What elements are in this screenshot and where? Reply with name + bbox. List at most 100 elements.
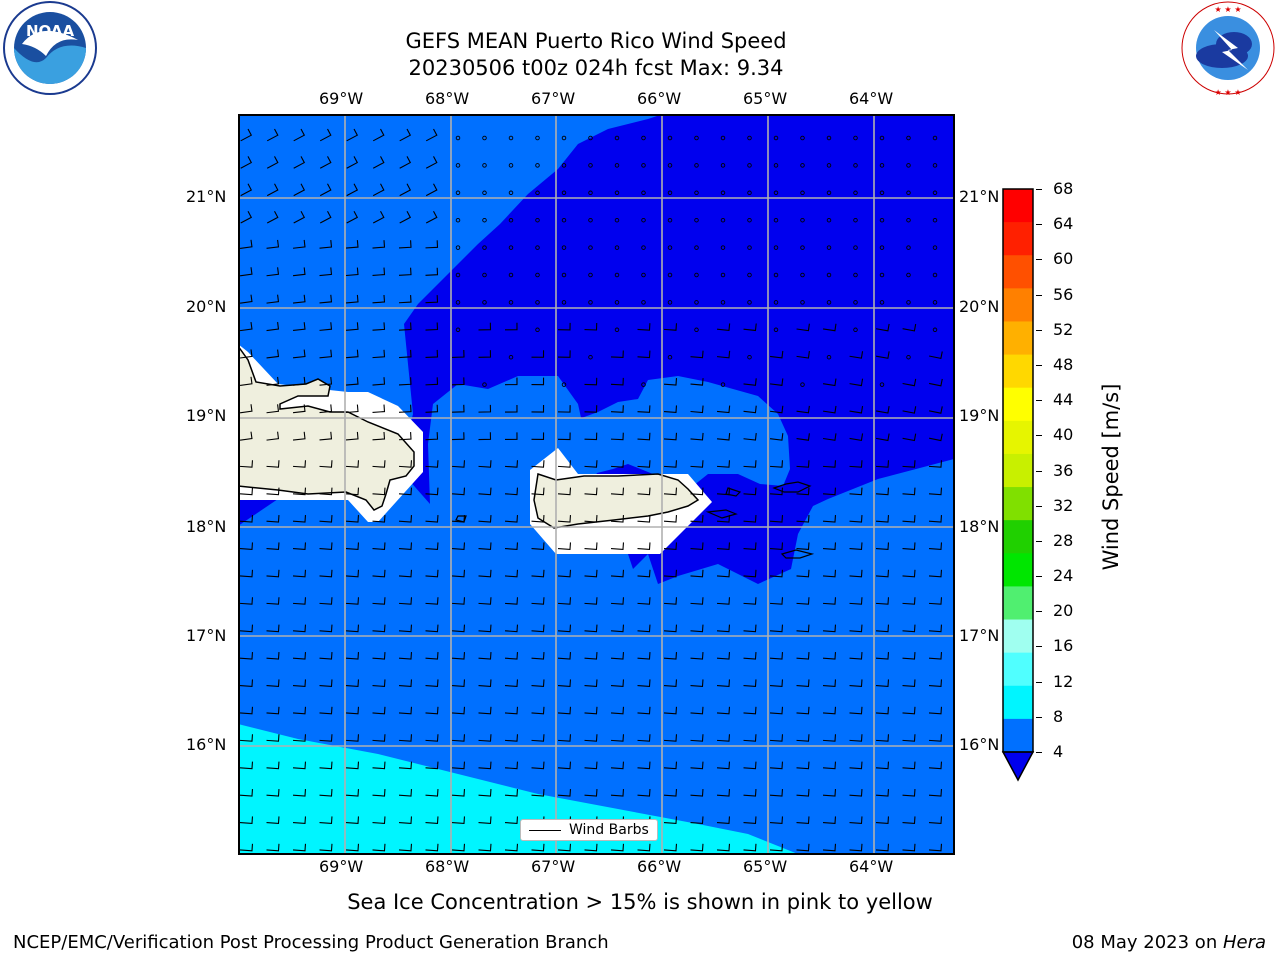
wind-barb	[743, 433, 757, 441]
wind-barb	[557, 597, 572, 605]
wind-barb	[372, 156, 385, 169]
wind-barb	[398, 679, 413, 688]
wind-barb	[557, 679, 572, 688]
calm-wind-marker	[641, 245, 646, 250]
colorbar-tick-label: 56	[1053, 284, 1074, 304]
calm-wind-marker	[535, 245, 540, 250]
calm-wind-marker	[535, 272, 540, 278]
calm-wind-marker	[720, 135, 726, 141]
calm-wind-marker	[588, 272, 593, 278]
wind-barb	[769, 378, 784, 386]
calm-wind-marker	[800, 163, 805, 168]
wind-barb	[849, 378, 864, 387]
wind-barb	[504, 706, 519, 715]
calm-wind-marker	[879, 135, 885, 141]
wind-barb	[239, 404, 253, 414]
wind-barb	[584, 788, 598, 797]
calm-wind-marker	[694, 245, 699, 250]
wind-barb	[928, 816, 943, 825]
wind-barb	[902, 679, 916, 688]
wind-barb	[478, 569, 492, 578]
calm-wind-marker	[906, 272, 911, 278]
wind-barb	[319, 322, 333, 331]
wind-barb	[849, 405, 864, 414]
wind-barb	[425, 597, 439, 605]
calm-wind-marker	[508, 135, 514, 141]
wind-barb	[292, 239, 306, 249]
wind-barb	[425, 210, 438, 224]
wind-barb	[875, 460, 890, 468]
wind-barb	[239, 679, 254, 688]
wind-barb	[902, 433, 917, 442]
wind-barb	[451, 542, 466, 551]
wind-barb	[849, 597, 863, 605]
calm-wind-marker	[906, 354, 911, 360]
wind-barb	[398, 404, 412, 413]
wind-barb	[531, 569, 545, 578]
calm-wind-marker	[879, 163, 885, 168]
wind-barb	[372, 597, 386, 605]
wind-barb	[637, 651, 651, 660]
calm-wind-marker	[482, 217, 487, 223]
wind-barb	[584, 569, 598, 578]
lat-label-left-4: 18°N	[186, 517, 227, 536]
wind-barb	[398, 734, 413, 742]
wind-barb	[345, 706, 360, 715]
wind-barb	[875, 816, 890, 825]
wind-barb	[584, 761, 598, 770]
colorbar-tick-mark	[1036, 259, 1042, 261]
colorbar-segment	[1003, 255, 1033, 289]
wind-barb	[239, 487, 254, 496]
wind-barb	[690, 679, 704, 688]
wind-barb	[769, 761, 784, 770]
wind-barb	[769, 706, 784, 715]
calm-wind-marker	[694, 135, 699, 141]
wind-barb	[451, 432, 465, 441]
wind-barb	[584, 679, 598, 688]
wind-barb	[239, 651, 254, 660]
colorbar-label: Wind Speed [m/s]	[1099, 383, 1123, 571]
wind-barb	[849, 624, 863, 633]
wind-barb	[902, 843, 916, 852]
wind-barb	[345, 843, 360, 852]
wind-barb	[372, 349, 386, 359]
wind-barb	[293, 210, 306, 224]
wind-barb	[875, 487, 890, 496]
calm-wind-marker	[614, 190, 620, 196]
wind-barb	[663, 651, 678, 660]
calm-wind-marker	[561, 300, 567, 305]
calm-wind-marker	[906, 135, 911, 141]
calm-wind-marker	[455, 272, 461, 278]
wind-speed-map	[238, 114, 955, 855]
wind-barb	[425, 843, 439, 852]
wind-barb	[478, 404, 492, 413]
wind-barb	[663, 432, 678, 441]
wind-barb	[266, 349, 280, 359]
wind-barb	[292, 404, 306, 414]
colorbar-tick-mark	[1036, 505, 1042, 507]
colorbar-tick-label: 48	[1053, 354, 1074, 374]
wind-barb	[478, 624, 492, 633]
wind-barb	[557, 322, 571, 331]
svg-text:★ ★ ★: ★ ★ ★	[1214, 5, 1241, 14]
wind-barb	[239, 294, 253, 304]
colorbar-tick-mark	[1036, 435, 1042, 437]
wind-barb	[716, 542, 731, 551]
wind-barb	[319, 183, 332, 197]
wind-barb	[716, 597, 731, 605]
wind-barb-legend: Wind Barbs	[520, 819, 658, 841]
wind-barb	[796, 460, 810, 468]
wind-barb	[372, 816, 386, 825]
wind-barb	[531, 597, 545, 605]
wind-barb	[345, 624, 360, 633]
wind-barb	[822, 514, 837, 523]
wind-barb	[292, 431, 306, 441]
wind-barb	[345, 377, 359, 386]
wind-barb	[319, 624, 333, 633]
wind-barb	[557, 487, 572, 496]
puerto-rico-coastline	[533, 473, 700, 529]
wind-barb	[584, 405, 598, 413]
wind-barb	[292, 460, 307, 468]
wind-barb	[610, 350, 624, 359]
wind-barb	[796, 323, 810, 332]
